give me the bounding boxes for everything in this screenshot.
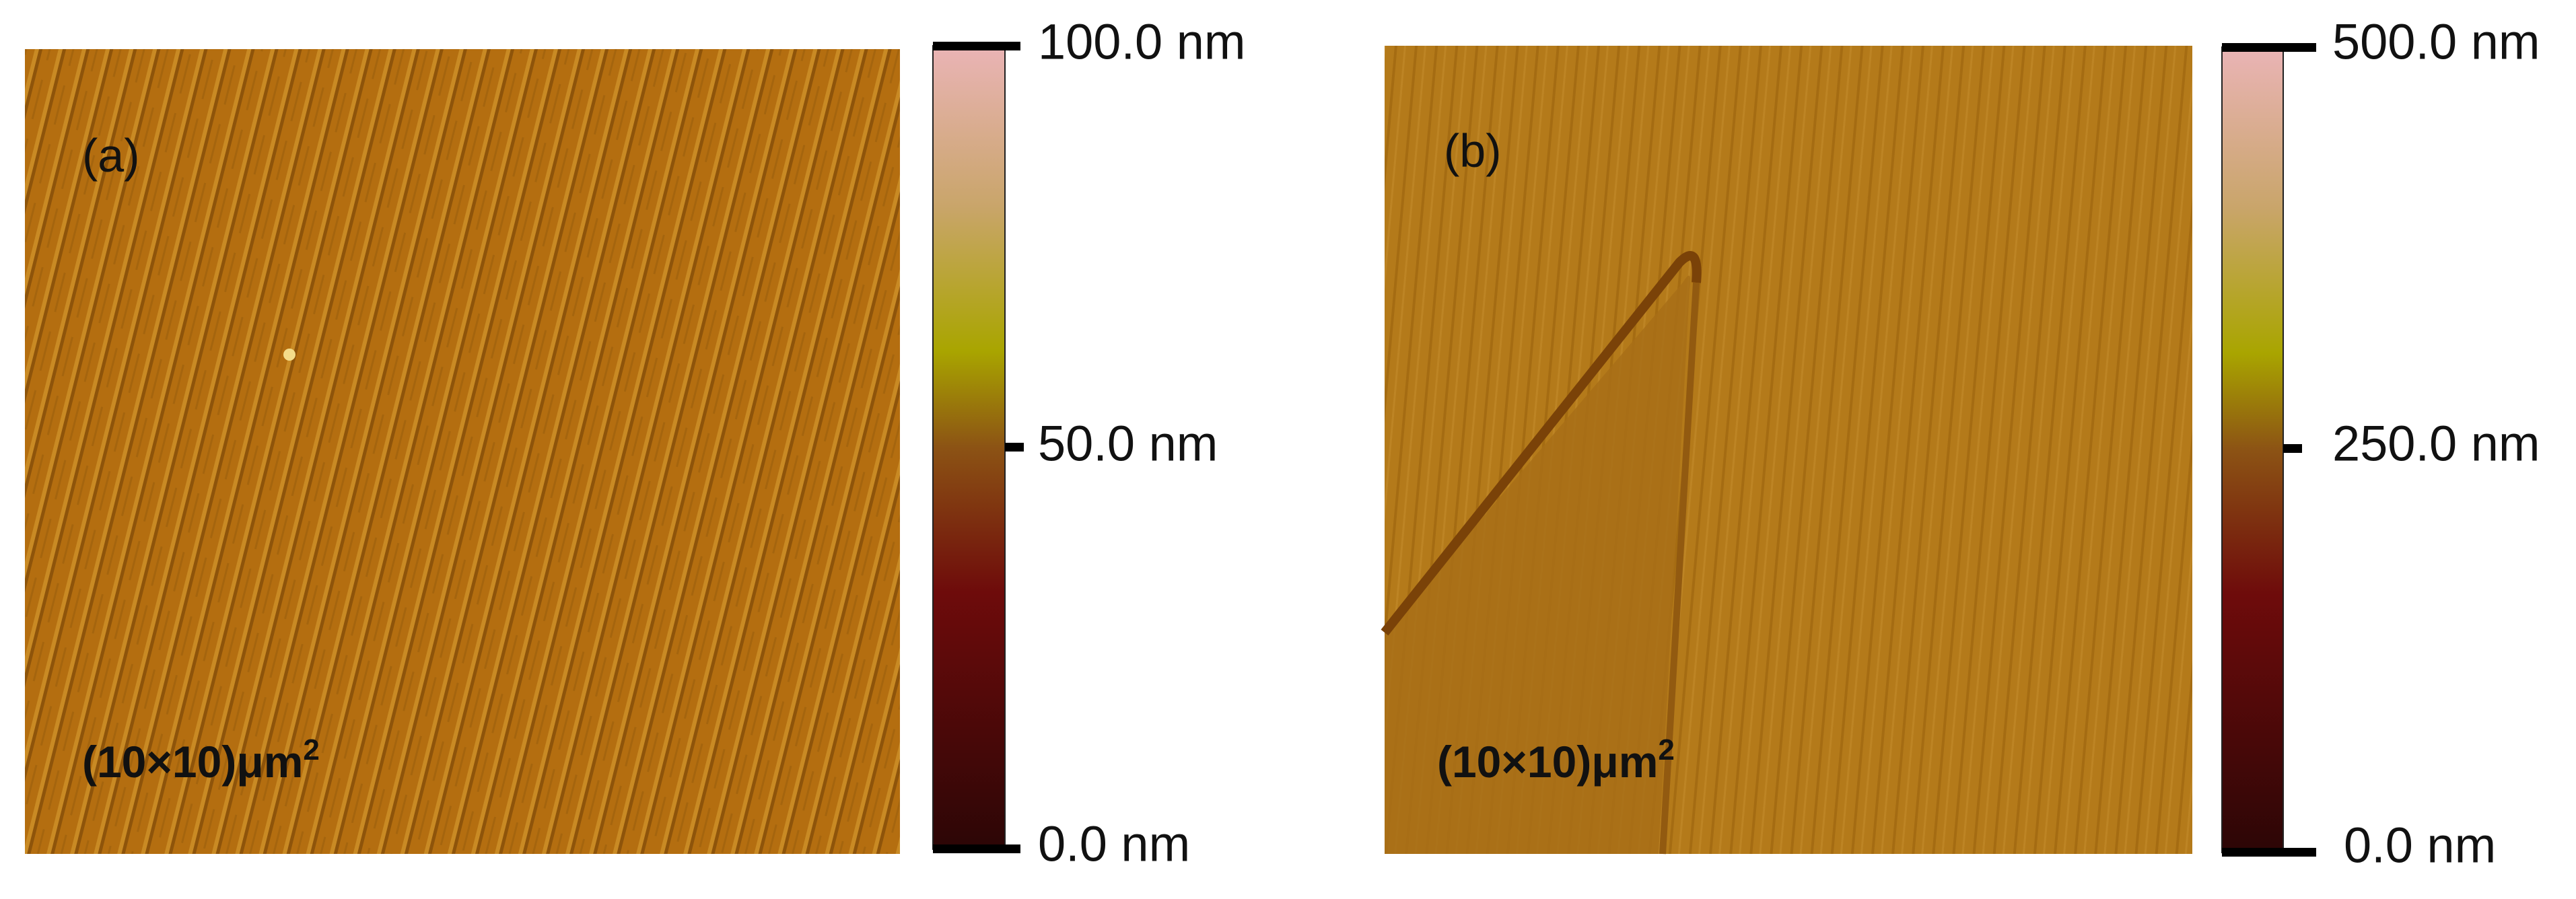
tick-mark: [2222, 848, 2316, 857]
defect-region: [1385, 275, 1691, 854]
tick-mark: [933, 42, 1020, 50]
tick-mark: [933, 844, 1020, 853]
panel-a: (a) (10×10)μm2 100.0 nm 50.0 nm 0.0 nm: [25, 14, 1246, 872]
scale-sup: 2: [303, 733, 319, 766]
scale-label: (10×10)μm2: [1437, 733, 1675, 787]
colorbar-tick-label: 500.0 nm: [2332, 14, 2540, 70]
scale-sup: 2: [1658, 733, 1674, 766]
scale-text: (10×10)μm: [82, 737, 303, 787]
colorbar-tick-label: 50.0 nm: [1038, 416, 1218, 472]
particle: [283, 349, 295, 361]
defect-edge: [1381, 251, 1702, 636]
colorbar-tick-label: 0.0 nm: [1038, 816, 1190, 872]
colorbar: [932, 45, 1006, 850]
panel-label: (a): [82, 129, 140, 182]
colorbar-tick-label: 0.0 nm: [2344, 818, 2496, 873]
colorbar-tick-label: 250.0 nm: [2332, 416, 2540, 472]
tick-mark: [2283, 444, 2302, 453]
panel-label: (b): [1444, 124, 1502, 177]
tick-mark: [2222, 43, 2316, 52]
scale-text: (10×10)μm: [1437, 737, 1658, 787]
afm-image: [25, 49, 900, 854]
scale-label: (10×10)μm2: [82, 733, 320, 787]
tick-mark: [1005, 443, 1024, 452]
panel-b: (b) (10×10)μm2 500.0 nm 250.0 nm 0.0 nm: [1381, 14, 2540, 873]
defect-edge: [1659, 282, 1700, 855]
colorbar-tick-label: 100.0 nm: [1038, 14, 1246, 70]
colorbar: [2221, 46, 2284, 853]
